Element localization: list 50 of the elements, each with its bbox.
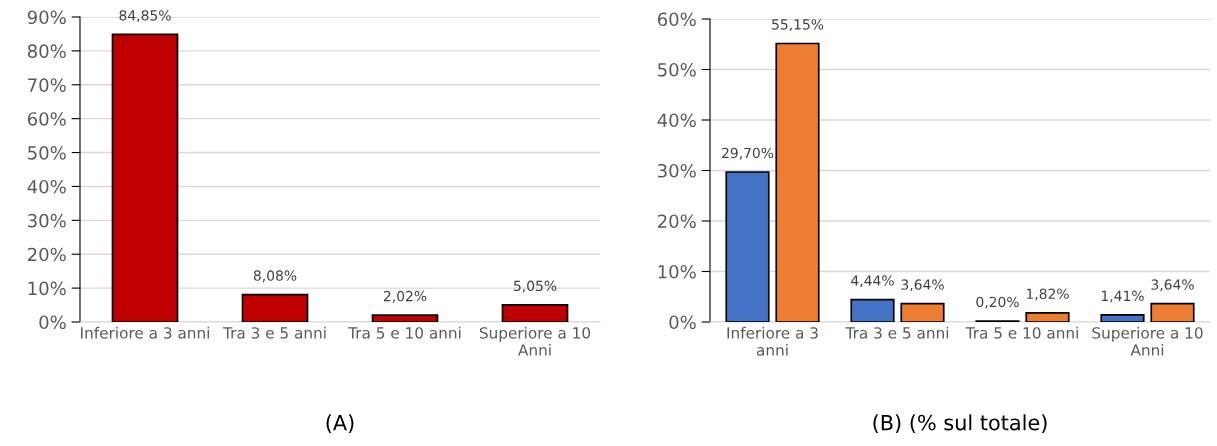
data-label: 84,85% <box>119 10 171 23</box>
bar <box>775 42 820 322</box>
data-label: 1,82% <box>1026 288 1069 301</box>
y-tick-label: 70% <box>28 78 66 92</box>
bar <box>725 171 770 322</box>
x-tick-label: Tra 5 e 10 anni <box>348 326 461 339</box>
x-tick-label: Inferiore a 3 anni <box>727 326 818 356</box>
y-tick-label: 0% <box>669 315 696 330</box>
bar <box>371 314 439 322</box>
y-tick-label: 30% <box>28 213 66 228</box>
y-tick-label: 20% <box>658 214 696 229</box>
y-tick-label: 40% <box>27 179 66 194</box>
data-label: 3,64% <box>1151 279 1194 292</box>
y-tick-label: 10% <box>28 281 66 296</box>
bar <box>241 293 309 322</box>
bar <box>111 33 179 322</box>
y-tick-label: 30% <box>658 163 696 178</box>
x-tick-label: Superiore a 10 Anni <box>479 326 591 356</box>
y-tick-label: 20% <box>28 247 66 262</box>
bar <box>1025 311 1070 322</box>
bar <box>900 302 945 322</box>
bar <box>1100 314 1145 322</box>
data-label: 2,02% <box>383 290 427 303</box>
data-label: 29,70% <box>722 147 774 160</box>
x-tick-label: Tra 5 e 10 anni <box>965 326 1078 339</box>
y-tick-label: 50% <box>658 62 696 77</box>
y-tick-label: 60% <box>657 12 696 27</box>
bar <box>850 298 895 322</box>
y-tick-label: 90% <box>27 10 66 25</box>
x-tick-label: Tra 3 e 5 anni <box>222 326 326 339</box>
x-tick-label: Tra 3 e 5 anni <box>845 326 949 339</box>
y-tick-label: 50% <box>28 146 66 160</box>
data-label: 0,20% <box>976 296 1019 309</box>
data-label: 55,15% <box>772 19 824 32</box>
x-tick-label: Inferiore a 3 anni <box>81 326 209 339</box>
data-label: 5,05% <box>514 280 557 293</box>
x-axis-title: (A) <box>326 414 354 433</box>
y-tick-label: 10% <box>658 264 696 279</box>
y-tick-label: 40% <box>657 113 696 128</box>
y-tick-label: 60% <box>27 112 66 126</box>
x-tick-label: Superiore a 10 Anni <box>1092 326 1203 356</box>
data-label: 1,41% <box>1101 290 1144 303</box>
x-axis-title: (B) (% sul totale) <box>873 414 1047 433</box>
bar <box>501 304 569 322</box>
data-label: 3,64% <box>901 279 944 292</box>
y-tick-label: 0% <box>39 315 66 330</box>
data-label: 4,44% <box>851 275 894 288</box>
data-label: 8,08% <box>253 270 297 283</box>
y-tick-label: 80% <box>27 44 66 59</box>
bar <box>1150 302 1195 322</box>
